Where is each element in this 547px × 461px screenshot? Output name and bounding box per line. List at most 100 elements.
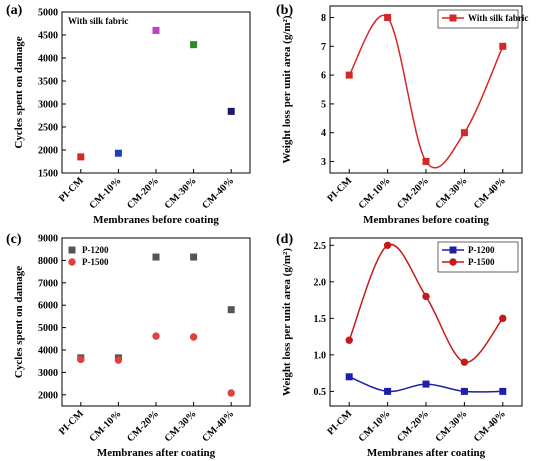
y-tick-label: 5000 [38, 8, 58, 19]
data-point [383, 241, 392, 250]
data-point [227, 306, 235, 314]
x-axis-title: Membranes before coating [363, 214, 489, 226]
data-point [227, 107, 235, 115]
data-point [345, 373, 353, 381]
panel-label: (c) [6, 232, 22, 247]
data-point [114, 356, 123, 364]
data-point [190, 41, 198, 49]
x-tick-label: CM-10% [357, 175, 393, 211]
y-tick-label: 7000 [38, 278, 58, 289]
y-tick-label: 4 [321, 128, 326, 139]
y-axis-title: Cycles spent on damage [13, 266, 25, 378]
legend-label: With silk fabric [68, 16, 128, 26]
legend-box [437, 9, 519, 29]
x-axis-title: Membranes after coating [367, 447, 486, 459]
data-point [499, 314, 507, 323]
y-tick-label: 3000 [38, 368, 58, 379]
y-tick-label: 6000 [38, 301, 58, 312]
y-tick-label: 3 [321, 157, 326, 168]
y-tick-label: 0.5 [314, 387, 327, 398]
y-tick-label: 5 [321, 99, 326, 110]
data-point [345, 71, 353, 79]
data-point [227, 389, 235, 397]
y-tick-label: 2.0 [314, 277, 327, 288]
legend-item: P-1500 [442, 257, 495, 267]
panel-label: (b) [276, 3, 293, 18]
legend-item: P-1200 [442, 245, 495, 255]
plot-frame [329, 5, 523, 174]
y-tick-label: 4500 [38, 31, 58, 42]
data-point [152, 332, 160, 340]
y-tick-label: 3500 [38, 77, 58, 88]
x-tick-label: CM-10% [87, 175, 123, 211]
y-tick-label: 2000 [38, 146, 58, 157]
y-tick-label: 7 [321, 42, 326, 53]
legend-label: P-1500 [468, 257, 495, 267]
x-tick-label: CM-20% [395, 175, 431, 211]
y-axis-title: Weight loss per unit area (g/m²) [281, 248, 293, 396]
x-tick-label: PI-CM [325, 175, 354, 204]
data-point [460, 129, 468, 137]
y-axis-title: Cycles spent on damage [13, 36, 25, 148]
y-tick-label: 1.0 [314, 350, 327, 361]
y-tick-label: 4000 [38, 54, 58, 65]
y-tick-label: 2.5 [314, 241, 327, 252]
y-axis-title: Weight loss per unit area (g/m²) [281, 15, 293, 163]
data-point [190, 253, 198, 261]
chart-panel-d: 0.5 1.0 1.5 2.0 2.5 PI-CM CM-10% CM-20% CM-30% CM… [276, 232, 523, 459]
y-tick-label: 2000 [38, 390, 58, 401]
legend-label: P-1200 [82, 245, 109, 255]
x-tick-label: PI-CM [325, 408, 354, 437]
x-tick-label: CM-40% [472, 175, 508, 211]
x-axis-title: Membranes before coating [93, 214, 219, 226]
x-tick-label: CM-30% [163, 175, 199, 211]
data-point [77, 153, 85, 161]
legend-label: With silk fabric [468, 13, 528, 23]
panel-label: (a) [6, 3, 23, 18]
x-tick-label: CM-30% [433, 175, 469, 211]
legend-marker [449, 258, 457, 266]
y-tick-label: 6 [321, 71, 326, 82]
legend-marker [68, 246, 76, 254]
y-tick-label: 2500 [38, 123, 58, 134]
chart-panel-b: 3 4 5 6 7 8 PI-CM CM-10% CM-20% CM-30% CM-40% Membr… [276, 3, 528, 226]
y-tick-label: 3000 [38, 100, 58, 111]
plot-frame [61, 11, 251, 174]
x-tick-label: CM-20% [125, 408, 161, 444]
data-point [460, 358, 469, 366]
x-tick-label: CM-20% [125, 175, 161, 211]
legend-item: With silk fabric [442, 13, 528, 23]
x-tick-label: PI-CM [57, 175, 86, 204]
panel-label: (d) [276, 232, 293, 247]
data-point [384, 387, 392, 395]
data-point [499, 387, 507, 395]
y-tick-label: 1.5 [314, 314, 327, 325]
x-tick-label: PI-CM [57, 408, 86, 437]
data-point [422, 292, 430, 301]
data-point [499, 42, 507, 50]
x-tick-label: CM-10% [357, 408, 393, 444]
legend-marker [68, 258, 76, 266]
y-tick-label: 8 [321, 13, 326, 24]
data-point [422, 157, 430, 165]
x-tick-label: CM-10% [87, 408, 123, 444]
x-tick-label: CM-30% [163, 408, 199, 444]
legend-label: P-1500 [82, 257, 109, 267]
x-tick-label: CM-30% [433, 408, 469, 444]
data-point [77, 355, 85, 364]
data-point [189, 333, 198, 341]
data-point [384, 14, 392, 22]
legend-marker [449, 14, 457, 22]
data-point [460, 387, 468, 395]
x-axis-title: Membranes after coating [97, 447, 216, 459]
data-point [152, 253, 160, 261]
legend-label: P-1200 [468, 245, 495, 255]
data-point [114, 149, 122, 157]
legend-item: P-1200 [68, 245, 109, 255]
legend-marker [449, 246, 457, 254]
data-point [422, 380, 430, 388]
x-tick-label: CM-40% [200, 408, 236, 444]
